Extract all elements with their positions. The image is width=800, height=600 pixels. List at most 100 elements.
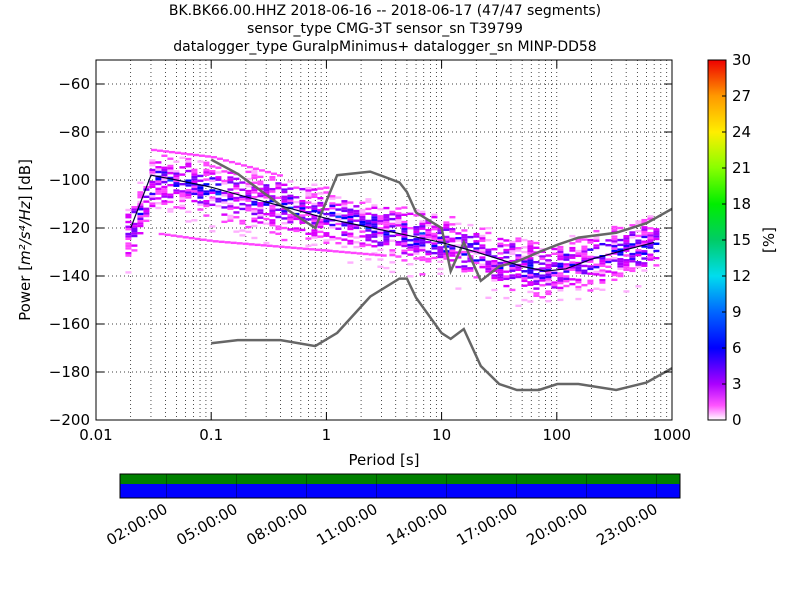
density-cell [551, 283, 558, 287]
density-cell [179, 199, 186, 203]
density-cell [407, 263, 414, 266]
density-cell [455, 287, 462, 290]
density-cell [413, 238, 420, 241]
density-cell [326, 249, 333, 253]
density-cell [155, 202, 162, 205]
density-cell [323, 208, 330, 211]
density-cell [353, 205, 360, 208]
density-cell [185, 220, 192, 223]
density-cell [557, 248, 564, 251]
density-cell [407, 239, 414, 242]
density-cell [305, 189, 312, 192]
density-cell [629, 233, 636, 237]
density-cell [209, 172, 216, 175]
density-cell [533, 287, 540, 290]
density-cell [437, 260, 444, 263]
density-cell [299, 199, 306, 203]
y-axis-label: Power [m²/s⁴/Hz] [dB] [16, 159, 34, 321]
density-cell [551, 269, 558, 272]
density-cell [371, 213, 378, 217]
density-cell [353, 214, 360, 218]
density-cell [227, 197, 234, 201]
density-cell [323, 220, 330, 223]
density-cell [155, 168, 162, 171]
density-cell [563, 265, 570, 269]
density-cell [275, 213, 282, 216]
density-cell [413, 250, 420, 253]
density-cell [641, 226, 648, 229]
density-cell [569, 242, 576, 245]
density-cell [350, 251, 357, 255]
density-cell [473, 242, 480, 245]
density-cell [419, 241, 426, 245]
density-cell [611, 249, 618, 253]
density-cell [203, 214, 210, 217]
density-cell [227, 193, 234, 196]
density-cell [431, 251, 438, 255]
density-cell [275, 182, 282, 185]
density-cell [533, 275, 540, 278]
density-cell [647, 231, 654, 235]
density-cell [281, 188, 288, 191]
density-cell [281, 210, 288, 213]
density-cell [485, 238, 492, 242]
density-cell [527, 264, 534, 267]
density-cell [599, 259, 606, 263]
density-cell [347, 232, 354, 235]
density-cell [401, 232, 408, 236]
density-cell [419, 227, 426, 230]
density-cell [611, 225, 618, 229]
density-cell [389, 234, 396, 238]
density-cell [161, 154, 168, 157]
density-cell [155, 182, 162, 186]
density-cell [305, 213, 312, 216]
density-cell [443, 250, 450, 253]
density-cell [569, 282, 576, 286]
density-cell [341, 214, 348, 217]
density-cell [593, 239, 600, 242]
density-cell [527, 281, 534, 284]
density-cell [296, 247, 303, 250]
density-cell [413, 209, 420, 212]
density-cell [491, 269, 498, 273]
density-cell [635, 249, 642, 252]
density-cell [461, 234, 468, 237]
density-cell [137, 212, 144, 216]
density-cell [545, 280, 552, 284]
density-cell [161, 192, 168, 196]
density-cell [641, 264, 648, 267]
density-cell [167, 183, 174, 187]
density-cell [611, 257, 618, 260]
density-cell [395, 224, 402, 227]
density-cell [485, 267, 492, 271]
density-cell [395, 219, 402, 222]
density-cell [311, 229, 318, 232]
density-cell [347, 261, 354, 264]
density-cell [611, 247, 618, 250]
density-cell [449, 215, 456, 219]
density-cell [419, 237, 426, 240]
density-cell [245, 192, 252, 195]
density-cell [617, 253, 624, 256]
density-cell [185, 169, 192, 173]
density-cell [239, 198, 246, 201]
timeline-tick-label: 02:00:00 [103, 500, 170, 549]
density-cell [215, 197, 222, 201]
density-cell [179, 192, 186, 195]
density-cell [575, 285, 582, 289]
density-cell [251, 219, 258, 223]
density-cell [413, 252, 420, 255]
y-tick-label: −180 [49, 363, 90, 381]
density-cell [359, 223, 366, 226]
density-cell [239, 219, 246, 223]
density-cell [293, 227, 300, 230]
density-cell [617, 274, 624, 278]
density-cell [185, 191, 192, 194]
density-cell [179, 206, 186, 210]
density-cell [611, 252, 618, 255]
density-cell [269, 223, 276, 227]
density-cell [161, 202, 168, 205]
density-cell [575, 261, 582, 265]
density-cell [569, 263, 576, 267]
density-cell [185, 162, 192, 166]
